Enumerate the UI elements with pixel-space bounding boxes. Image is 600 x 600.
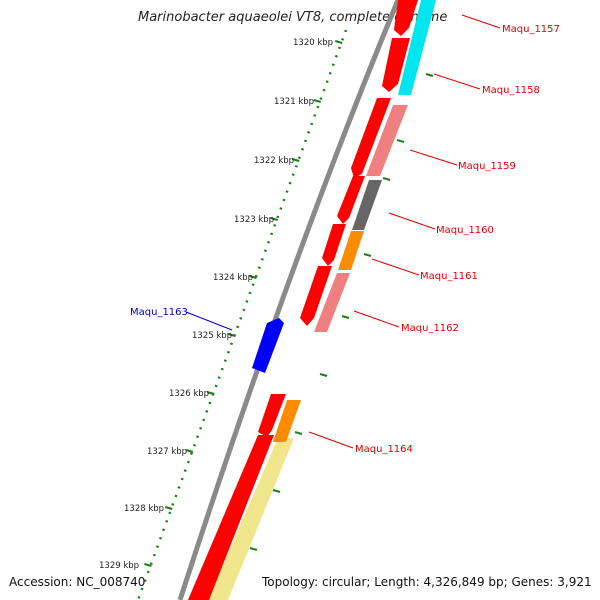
gene-arrow-red[interactable] [337, 176, 365, 224]
scale-tick-6 [206, 391, 215, 395]
gene-arrow-red[interactable] [382, 38, 410, 92]
gene-arrow-blue[interactable] [252, 318, 284, 373]
scale-tick-3 [270, 217, 278, 221]
scale-tick-8 [164, 506, 173, 510]
scale-tick-0 [334, 40, 343, 44]
topology-text: Topology: circular; Length: 4,326,849 bp… [262, 575, 592, 589]
gene-block-khaki[interactable] [208, 438, 294, 600]
gene-label-maqu-1161[interactable]: Maqu_1161 [420, 271, 478, 282]
accession-text: Accession: NC_008740 [9, 575, 146, 589]
gene-arrow-red[interactable] [322, 224, 346, 266]
scale-tick-9 [144, 563, 152, 567]
scale-tick-4 [249, 275, 257, 279]
gene-arrow-red[interactable] [394, 0, 418, 36]
label-leaders [185, 14, 501, 449]
tick-label-1328: 1328 kbp [124, 504, 164, 514]
gene-label-maqu-1160[interactable]: Maqu_1160 [436, 225, 494, 236]
gene-label-maqu-1158[interactable]: Maqu_1158 [482, 85, 540, 96]
scale-tick-2 [291, 158, 300, 162]
gene-arrow-red[interactable] [258, 394, 286, 437]
tick-label-1320: 1320 kbp [293, 38, 333, 48]
tick-label-1322: 1322 kbp [254, 156, 294, 166]
gene-label-maqu-1159[interactable]: Maqu_1159 [458, 161, 516, 172]
gene-block-red-long[interactable] [188, 435, 274, 600]
gene-block-orange[interactable] [273, 400, 301, 442]
tick-label-1321: 1321 kbp [274, 97, 314, 107]
genome-backbone [177, 0, 401, 600]
tick-label-1325: 1325 kbp [192, 331, 232, 341]
scale-line [136, 29, 348, 600]
gene-block-gray[interactable] [352, 180, 382, 230]
gene-arrow-red[interactable] [351, 98, 391, 178]
tick-label-1329: 1329 kbp [99, 561, 139, 571]
scale-ticks [144, 40, 343, 567]
scale-tick-7 [185, 449, 194, 453]
gene-label-maqu-1157[interactable]: Maqu_1157 [502, 24, 560, 35]
tick-label-1324: 1324 kbp [213, 273, 253, 283]
scale-tick-5 [228, 333, 236, 337]
gene-block-lightred[interactable] [314, 273, 350, 332]
tick-label-1326: 1326 kbp [169, 389, 209, 399]
gene-label-maqu-1163[interactable]: Maqu_1163 [130, 307, 188, 318]
map-title: Marinobacter aquaeolei VT8, complete gen… [138, 10, 448, 25]
tick-label-1323: 1323 kbp [234, 215, 274, 225]
gene-label-maqu-1162[interactable]: Maqu_1162 [401, 323, 459, 334]
tick-label-1327: 1327 kbp [147, 447, 187, 457]
outer-ticks [249, 73, 434, 551]
scale-tick-1 [313, 99, 322, 103]
gene-label-maqu-1164[interactable]: Maqu_1164 [355, 444, 413, 455]
gene-block-orange[interactable] [338, 231, 364, 270]
gene-block-cyan[interactable] [398, 0, 436, 95]
gene-arrow-red[interactable] [300, 266, 332, 326]
gene-block-lightred[interactable] [366, 105, 408, 176]
